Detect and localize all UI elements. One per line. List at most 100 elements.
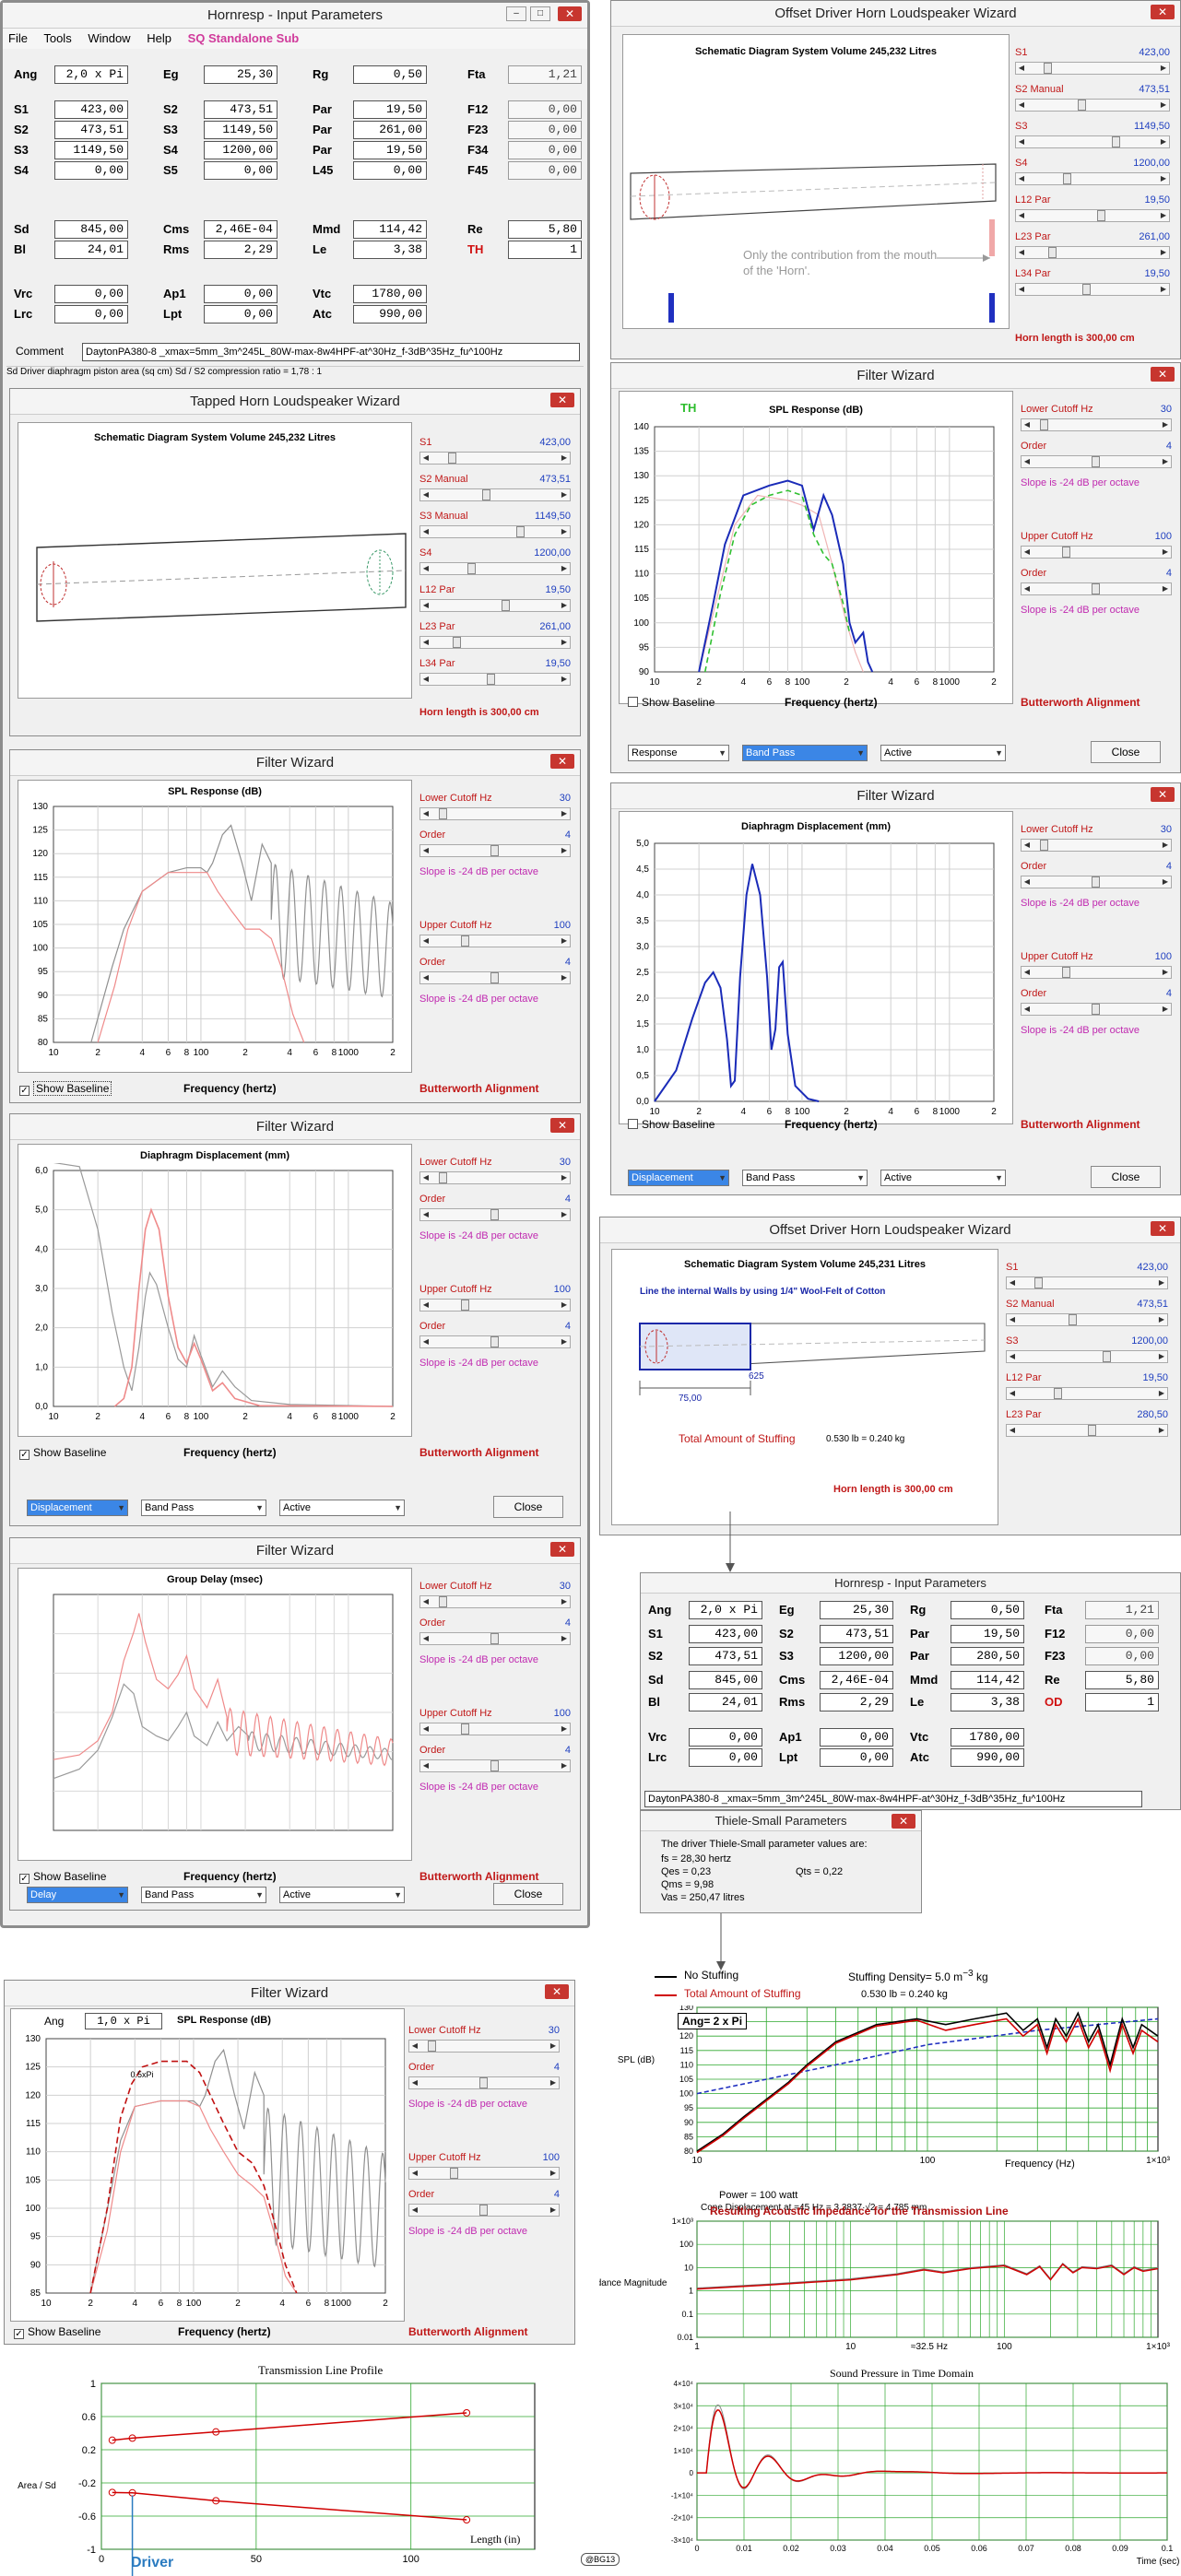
slider-thumb[interactable] xyxy=(1082,284,1091,295)
slider-right-arrow-icon[interactable]: ▶ xyxy=(561,1724,568,1733)
param-field-vtc[interactable]: 1780,00 xyxy=(951,1728,1024,1747)
param-field-re[interactable]: 5,80 xyxy=(1085,1671,1159,1689)
slider-right-arrow-icon[interactable]: ▶ xyxy=(561,936,568,945)
param-field-sd[interactable]: 845,00 xyxy=(54,220,128,239)
param-field-s2[interactable]: 473,51 xyxy=(820,1625,893,1643)
slider-left-arrow-icon[interactable]: ◀ xyxy=(422,1724,430,1733)
filter-slider[interactable]: ◀ ▶ xyxy=(419,1759,571,1772)
param-field-f23[interactable]: 0,00 xyxy=(1085,1647,1159,1665)
chart-type-select[interactable]: Response ▼ xyxy=(628,745,729,761)
param-field-rms[interactable]: 2,29 xyxy=(204,241,278,259)
dimension-slider[interactable]: ◀ ▶ xyxy=(419,488,571,501)
slider-thumb[interactable] xyxy=(461,935,469,947)
param-field-s2[interactable]: 473,51 xyxy=(54,121,128,139)
slider-left-arrow-icon[interactable]: ◀ xyxy=(422,973,430,982)
filter-slider[interactable]: ◀ ▶ xyxy=(419,844,571,857)
filter-slider[interactable]: ◀ ▶ xyxy=(1021,418,1172,431)
slider-left-arrow-icon[interactable]: ◀ xyxy=(422,1761,430,1770)
filter-slider[interactable]: ◀ ▶ xyxy=(419,1208,571,1221)
slider-right-arrow-icon[interactable]: ▶ xyxy=(561,453,568,462)
param-field-par[interactable]: 19,50 xyxy=(353,141,427,159)
param-field-ap1[interactable]: 0,00 xyxy=(820,1728,893,1747)
slider-right-arrow-icon[interactable]: ▶ xyxy=(1160,137,1167,146)
chart-type-select[interactable]: Displacement ▼ xyxy=(628,1170,729,1186)
close-icon[interactable]: ✕ xyxy=(550,1542,574,1557)
slider-right-arrow-icon[interactable]: ▶ xyxy=(1162,841,1169,849)
param-field-l45[interactable]: 0,00 xyxy=(353,161,427,180)
slider-left-arrow-icon[interactable]: ◀ xyxy=(1018,211,1025,219)
slider-right-arrow-icon[interactable]: ▶ xyxy=(561,1634,568,1642)
slider-right-arrow-icon[interactable]: ▶ xyxy=(561,675,568,683)
filter-slider[interactable]: ◀ ▶ xyxy=(408,2167,560,2180)
slider-right-arrow-icon[interactable]: ▶ xyxy=(561,973,568,982)
param-field-s3[interactable]: 1149,50 xyxy=(54,141,128,159)
dimension-slider[interactable]: ◀ ▶ xyxy=(1006,1313,1168,1326)
slider-thumb[interactable] xyxy=(490,845,499,856)
slider-thumb[interactable] xyxy=(1069,1314,1077,1325)
slider-left-arrow-icon[interactable]: ◀ xyxy=(411,2078,419,2087)
close-button[interactable]: Close xyxy=(1091,1166,1161,1188)
slider-thumb[interactable] xyxy=(490,972,499,983)
param-field-lrc[interactable]: 0,00 xyxy=(54,305,128,323)
close-icon[interactable]: ✕ xyxy=(1151,787,1175,802)
minimize-icon[interactable]: – xyxy=(506,6,526,21)
slider-left-arrow-icon[interactable]: ◀ xyxy=(422,527,430,535)
slider-right-arrow-icon[interactable]: ▶ xyxy=(549,2205,557,2214)
slider-thumb[interactable] xyxy=(490,1760,499,1771)
close-icon[interactable]: ✕ xyxy=(1151,1221,1175,1236)
slider-left-arrow-icon[interactable]: ◀ xyxy=(1009,1278,1016,1287)
param-field-rms[interactable]: 2,29 xyxy=(820,1693,893,1711)
param-field-f45[interactable]: 0,00 xyxy=(508,161,582,180)
slider-right-arrow-icon[interactable]: ▶ xyxy=(1158,1352,1165,1360)
param-field-eg[interactable]: 25,30 xyxy=(820,1601,893,1619)
dimension-slider[interactable]: ◀ ▶ xyxy=(1006,1350,1168,1363)
param-field-vtc[interactable]: 1780,00 xyxy=(353,285,427,303)
filter-slider[interactable]: ◀ ▶ xyxy=(419,1299,571,1312)
slider-thumb[interactable] xyxy=(1103,1351,1111,1362)
slider-thumb[interactable] xyxy=(1088,1425,1096,1436)
filter-type-select[interactable]: Band Pass ▼ xyxy=(141,1887,266,1903)
param-field-le[interactable]: 3,38 xyxy=(951,1693,1024,1711)
slider-left-arrow-icon[interactable]: ◀ xyxy=(1023,584,1031,593)
filter-slider[interactable]: ◀ ▶ xyxy=(1021,455,1172,468)
dimension-slider[interactable]: ◀ ▶ xyxy=(419,636,571,649)
dimension-slider[interactable]: ◀ ▶ xyxy=(419,525,571,538)
param-field-s4[interactable]: 0,00 xyxy=(54,161,128,180)
slider-right-arrow-icon[interactable]: ▶ xyxy=(1162,547,1169,556)
dimension-slider[interactable]: ◀ ▶ xyxy=(1015,62,1170,75)
close-button[interactable]: Close xyxy=(493,1883,563,1905)
close-icon[interactable]: ✕ xyxy=(892,1814,915,1829)
chart-type-select[interactable]: Delay ▼ xyxy=(27,1887,128,1903)
slider-left-arrow-icon[interactable]: ◀ xyxy=(1018,64,1025,72)
slider-right-arrow-icon[interactable]: ▶ xyxy=(1158,1315,1165,1323)
menu-file[interactable]: File xyxy=(8,31,28,45)
param-field-vrc[interactable]: 0,00 xyxy=(689,1728,762,1747)
mode-select[interactable]: Active ▼ xyxy=(279,1500,405,1516)
param-field-par[interactable]: 280,50 xyxy=(951,1647,1024,1665)
slider-left-arrow-icon[interactable]: ◀ xyxy=(422,490,430,499)
slider-thumb[interactable] xyxy=(1054,1388,1062,1399)
param-field-s5[interactable]: 0,00 xyxy=(204,161,278,180)
slider-thumb[interactable] xyxy=(450,2168,458,2179)
slider-thumb[interactable] xyxy=(490,1336,499,1347)
param-field-bl[interactable]: 24,01 xyxy=(689,1693,762,1711)
param-field-cms[interactable]: 2,46E-04 xyxy=(204,220,278,239)
slider-right-arrow-icon[interactable]: ▶ xyxy=(1160,248,1167,256)
slider-thumb[interactable] xyxy=(1063,173,1071,184)
param-field-ang[interactable]: 2,0 x Pi xyxy=(689,1601,762,1619)
param-field-par[interactable]: 19,50 xyxy=(951,1625,1024,1643)
slider-right-arrow-icon[interactable]: ▶ xyxy=(1160,100,1167,109)
show-baseline-checkbox[interactable]: ✓ Show Baseline xyxy=(19,1870,107,1884)
param-field-mmd[interactable]: 114,42 xyxy=(353,220,427,239)
slider-right-arrow-icon[interactable]: ▶ xyxy=(1162,457,1169,465)
filter-slider[interactable]: ◀ ▶ xyxy=(419,1723,571,1735)
slider-thumb[interactable] xyxy=(490,1633,499,1644)
filter-slider[interactable]: ◀ ▶ xyxy=(408,2040,560,2053)
slider-right-arrow-icon[interactable]: ▶ xyxy=(1160,64,1167,72)
filter-slider[interactable]: ◀ ▶ xyxy=(1021,1003,1172,1016)
param-field-vrc[interactable]: 0,00 xyxy=(54,285,128,303)
slider-left-arrow-icon[interactable]: ◀ xyxy=(1018,137,1025,146)
dimension-slider[interactable]: ◀ ▶ xyxy=(1015,172,1170,185)
close-button[interactable]: Close xyxy=(1091,741,1161,763)
slider-left-arrow-icon[interactable]: ◀ xyxy=(422,564,430,572)
